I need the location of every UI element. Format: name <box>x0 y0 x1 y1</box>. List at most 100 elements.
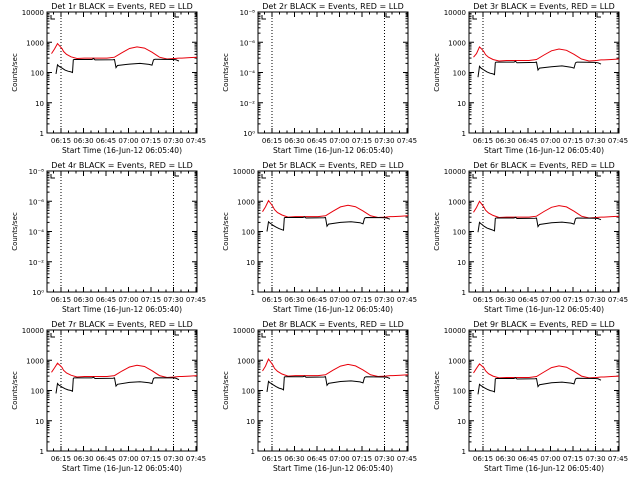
x-axis-label: Start Time (16-Jun-12 06:05:40) <box>273 146 393 155</box>
state-marker <box>385 13 390 18</box>
y-tick-label: 100 <box>453 388 466 396</box>
y-tick-label: 10 <box>246 418 255 426</box>
y-tick-label: 10⁻⁸ <box>240 9 256 17</box>
x-tick-label: 07:00 <box>118 137 138 145</box>
state-marker <box>174 172 179 177</box>
state-marker <box>261 15 266 20</box>
lld-series-line <box>473 46 620 62</box>
x-tick-label: 07:00 <box>329 455 349 463</box>
x-tick-label: 07:30 <box>163 296 183 304</box>
y-tick-label: 1000 <box>26 357 44 365</box>
plot-frame <box>46 170 198 293</box>
state-marker <box>596 172 601 177</box>
x-tick-label: 06:45 <box>96 137 116 145</box>
x-tick-label: 06:45 <box>518 296 538 304</box>
x-tick-label: 07:00 <box>329 137 349 145</box>
state-marker <box>596 331 601 336</box>
plot-frame <box>257 170 409 293</box>
x-axis-label: Start Time (16-Jun-12 06:05:40) <box>484 305 604 314</box>
state-marker <box>174 331 179 336</box>
x-tick-label: 06:30 <box>284 296 304 304</box>
x-axis-label: Start Time (16-Jun-12 06:05:40) <box>62 305 182 314</box>
y-axis-label: Counts/sec <box>222 371 230 410</box>
y-tick-label: 1 <box>251 289 255 297</box>
x-tick-label: 06:30 <box>284 455 304 463</box>
x-tick-label: 06:30 <box>73 296 93 304</box>
x-tick-label: 07:15 <box>141 455 161 463</box>
x-tick-label: 06:30 <box>495 455 515 463</box>
state-marker <box>50 174 55 179</box>
y-tick-label: 100 <box>242 388 255 396</box>
y-tick-label: 1000 <box>448 357 466 365</box>
x-tick-label: 06:45 <box>518 455 538 463</box>
x-tick-label: 06:30 <box>73 137 93 145</box>
y-tick-label: 10000 <box>233 327 255 335</box>
x-tick-label: 06:30 <box>284 137 304 145</box>
events-series-line <box>55 376 180 394</box>
y-axis-label: Counts/sec <box>433 371 441 410</box>
state-marker <box>596 13 601 18</box>
x-tick-label: 06:15 <box>51 455 71 463</box>
y-tick-label: 10⁻² <box>29 259 45 267</box>
panel-det-2: Det 2r BLACK = Events, RED = LLD 10⁰ 10⁻² 1… <box>222 2 417 155</box>
x-tick-label: 06:30 <box>495 137 515 145</box>
panel-title: Det 4r BLACK = Events, RED = LLD <box>51 161 193 170</box>
lld-series-line <box>473 363 620 379</box>
x-tick-label: 06:45 <box>96 455 116 463</box>
x-tick-label: 07:15 <box>563 296 583 304</box>
x-tick-label: 07:30 <box>585 296 605 304</box>
lld-series-line <box>51 42 198 60</box>
plot-frame <box>257 11 409 134</box>
plot-frame <box>468 11 620 134</box>
y-tick-label: 1 <box>462 448 466 456</box>
y-tick-label: 10⁰ <box>243 130 255 138</box>
x-axis-label: Start Time (16-Jun-12 06:05:40) <box>273 305 393 314</box>
y-tick-label: 10000 <box>22 9 44 17</box>
lld-series-line <box>473 200 620 219</box>
x-tick-label: 07:15 <box>563 455 583 463</box>
x-tick-label: 07:30 <box>585 455 605 463</box>
y-tick-label: 10000 <box>444 9 466 17</box>
y-tick-label: 100 <box>31 70 44 78</box>
x-tick-label: 07:00 <box>329 296 349 304</box>
x-tick-label: 07:45 <box>608 296 628 304</box>
y-tick-label: 100 <box>453 70 466 78</box>
events-series-line <box>266 216 391 232</box>
x-axis-label: Start Time (16-Jun-12 06:05:40) <box>62 464 182 473</box>
y-axis-label: Counts/sec <box>433 53 441 92</box>
x-tick-label: 07:15 <box>563 137 583 145</box>
y-axis-label: Counts/sec <box>222 212 230 251</box>
lld-series-line <box>262 199 409 219</box>
x-tick-label: 06:45 <box>307 296 327 304</box>
panel-det-9: Det 9r BLACK = Events, RED = LLD 1 10 100 10… <box>433 320 628 473</box>
y-tick-label: 10 <box>246 259 255 267</box>
state-marker <box>385 331 390 336</box>
x-tick-label: 06:45 <box>96 296 116 304</box>
x-tick-label: 07:00 <box>540 137 560 145</box>
y-tick-label: 10⁻⁴ <box>240 70 256 78</box>
x-tick-label: 07:00 <box>118 455 138 463</box>
y-tick-label: 10⁻⁶ <box>240 39 256 47</box>
y-axis-label: Counts/sec <box>433 212 441 251</box>
state-marker <box>385 172 390 177</box>
panel-det-1: Det 1r BLACK = Events, RED = LLD 1 10 100 10… <box>11 2 206 155</box>
state-marker <box>261 333 266 338</box>
x-tick-label: 07:30 <box>163 455 183 463</box>
panel-det-6: Det 6r BLACK = Events, RED = LLD 1 10 100 10… <box>433 161 628 314</box>
y-tick-label: 10⁻⁴ <box>29 229 45 237</box>
state-marker <box>50 15 55 20</box>
x-tick-label: 06:15 <box>51 296 71 304</box>
y-tick-label: 1000 <box>237 198 255 206</box>
y-tick-label: 10 <box>457 418 466 426</box>
x-tick-label: 07:15 <box>352 455 372 463</box>
plot-frame <box>46 11 198 134</box>
x-tick-label: 07:45 <box>397 137 417 145</box>
x-tick-label: 06:15 <box>262 137 282 145</box>
y-axis-label: Counts/sec <box>222 53 230 92</box>
x-tick-label: 07:45 <box>186 296 206 304</box>
y-axis-label: Counts/sec <box>11 212 19 251</box>
x-tick-label: 07:30 <box>374 137 394 145</box>
y-axis-label: Counts/sec <box>11 371 19 410</box>
panel-title: Det 9r BLACK = Events, RED = LLD <box>473 320 615 329</box>
